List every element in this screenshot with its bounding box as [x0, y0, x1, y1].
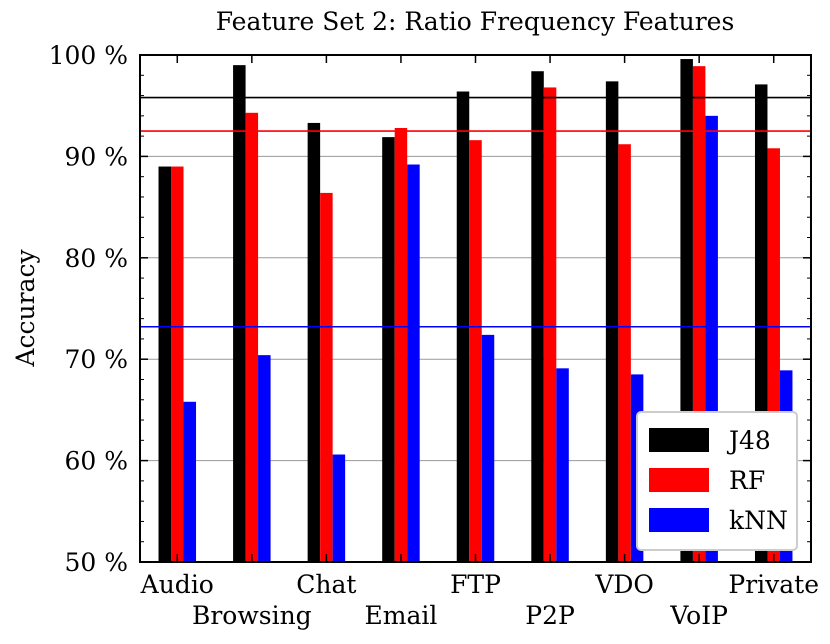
- x-tick-label-voip: VoIP: [669, 601, 728, 630]
- y-tick-label: 60 %: [64, 447, 128, 476]
- y-axis-label: Accuracy: [11, 249, 40, 368]
- x-tick-label-browsing: Browsing: [192, 601, 312, 630]
- y-tick-label: 100 %: [49, 41, 128, 70]
- legend-label-knn: kNN: [729, 506, 788, 535]
- bar-knn-browsing: [258, 355, 271, 562]
- bar-knn-audio: [183, 401, 197, 562]
- x-tick-label-audio: Audio: [140, 570, 214, 599]
- bar-j48-email: [382, 137, 395, 562]
- x-tick-label-p2p: P2P: [525, 601, 575, 630]
- bar-j48-vdo: [605, 81, 619, 562]
- x-tick-label-private: Private: [728, 570, 819, 599]
- legend: J48 RF kNN: [636, 411, 798, 551]
- x-tick-label-vdo: VDO: [594, 570, 654, 599]
- bar-rf-p2p: [543, 87, 557, 562]
- bar-rf-vdo: [618, 144, 631, 562]
- bar-knn-chat: [332, 454, 346, 562]
- y-tick-label: 90 %: [64, 142, 128, 171]
- bar-j48-chat: [307, 122, 321, 563]
- bar-j48-audio: [158, 166, 172, 563]
- x-tick-label-chat: Chat: [296, 570, 356, 599]
- x-tick-label-email: Email: [365, 601, 438, 630]
- x-tick-label-ftp: FTP: [450, 570, 501, 599]
- legend-swatch-rf: [649, 468, 709, 492]
- y-axis-tick-labels: 50 % 60 % 70 % 80 % 90 % 100 %: [49, 41, 128, 577]
- bar-j48-p2p: [531, 71, 544, 562]
- legend-label-rf: RF: [729, 466, 765, 495]
- legend-swatch-knn: [649, 508, 709, 532]
- bar-rf-email: [394, 128, 408, 562]
- bar-knn-ftp: [481, 334, 495, 562]
- y-tick-label: 80 %: [64, 244, 128, 273]
- bar-knn-p2p: [556, 368, 569, 562]
- axis-ticks: [140, 54, 811, 563]
- bar-rf-browsing: [245, 112, 259, 562]
- chart-title: Feature Set 2: Ratio Frequency Features: [216, 7, 735, 36]
- bar-rf-audio: [171, 166, 184, 563]
- bar-knn-email: [407, 164, 420, 562]
- mean-lines: [140, 96, 811, 328]
- legend-swatch-j48: [649, 428, 709, 452]
- y-tick-label: 50 %: [64, 548, 128, 577]
- bar-rf-ftp: [469, 140, 482, 562]
- bar-rf-chat: [320, 192, 333, 563]
- bar-j48-browsing: [233, 65, 246, 562]
- y-tick-label: 70 %: [64, 345, 128, 374]
- legend-label-j48: J48: [726, 426, 771, 455]
